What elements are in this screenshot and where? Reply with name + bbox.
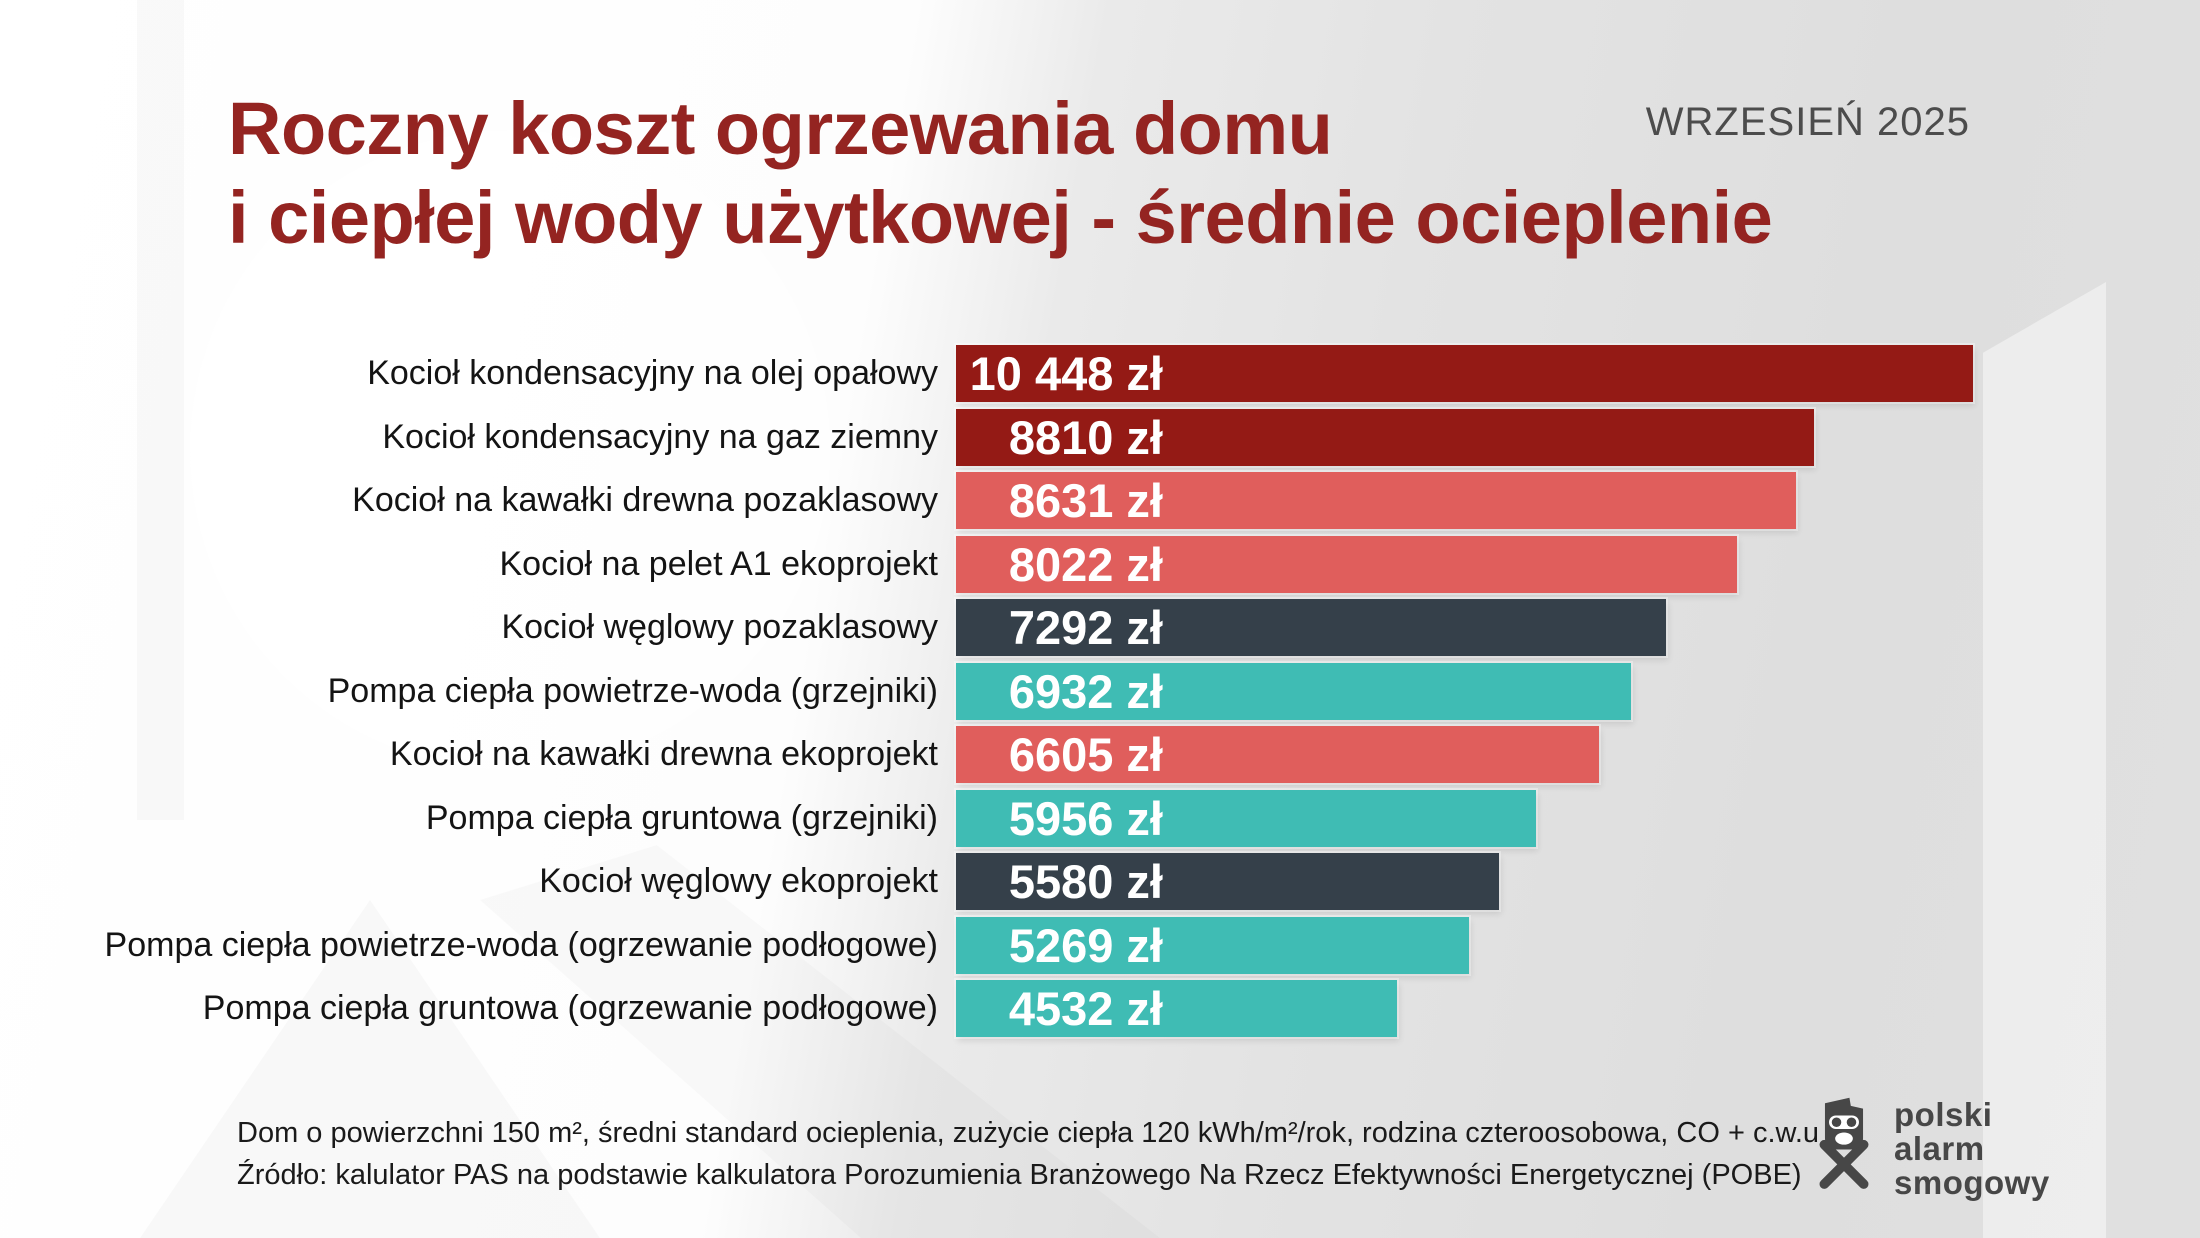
bar-track: 8810 zł [956,408,1973,466]
bar-track: 8022 zł [956,535,1973,593]
bar-track: 6932 zł [956,662,1973,720]
bar: 7292 zł [956,599,1666,656]
category-label: Kocioł węglowy ekoprojekt [539,862,938,900]
category-label: Pompa ciepła gruntowa (grzejniki) [425,798,938,837]
footnote-line2: Źródło: kalulator PAS na podstawie kalku… [237,1159,1802,1191]
bar: 6605 zł [956,726,1599,783]
category-label: Kocioł na kawałki drewna pozaklasowy [352,481,938,519]
bar-value-label: 5269 zł [1008,918,1163,972]
category-label: Kocioł kondensacyjny na olej opałowy [367,354,938,392]
page-title-line1: Roczny koszt ogrzewania domu [228,87,1333,170]
bar-value-label: 8810 zł [1008,410,1163,464]
bar-track: 8631 zł [956,472,1973,529]
chart-row: Pompa ciepła gruntowa (ogrzewanie podłog… [0,980,2200,1037]
bar-value-label: 8022 zł [1008,537,1163,591]
logo-word-3: smogowy [1894,1164,2050,1201]
category-label: Pompa ciepła powietrze-woda (grzejniki) [327,671,938,710]
bar-track: 4532 zł [956,980,1973,1037]
bar-value-label: 5956 zł [1008,791,1163,845]
bar: 8631 zł [956,472,1797,529]
bar: 4532 zł [956,980,1398,1037]
bar: 5956 zł [956,789,1536,847]
bar: 8022 zł [956,535,1737,593]
logo-wordmark: polski alarm smogowy [1894,1096,2050,1200]
page-title-line2: i ciepłej wody użytkowej - średnie ociep… [228,176,1773,259]
bar-track: 10 448 zł [956,345,1973,402]
chart-row: Pompa ciepła powietrze-woda (ogrzewanie … [0,916,2200,974]
chart-row: Kocioł kondensacyjny na gaz ziemny 8810 … [0,408,2200,466]
bar-value-label: 8631 zł [1008,474,1163,527]
bar-value-label: 4532 zł [1008,982,1163,1035]
footnote-line1: Dom o powierzchni 150 m², średni standar… [237,1117,1820,1149]
bar-track: 5269 zł [956,916,1973,974]
chart-row: Kocioł na pelet A1 ekoprojekt 8022 zł [0,535,2200,593]
chart-row: Pompa ciepła gruntowa (grzejniki) 5956 z… [0,789,2200,847]
bar: 5580 zł [956,853,1500,910]
chart-row: Kocioł na kawałki drewna pozaklasowy 863… [0,472,2200,529]
category-label: Pompa ciepła powietrze-woda (ogrzewanie … [104,925,938,964]
category-label: Kocioł na kawałki drewna ekoprojekt [389,735,938,773]
chart-row: Pompa ciepła powietrze-woda (grzejniki) … [0,662,2200,720]
bar: 10 448 zł [956,345,1973,402]
bar-chart: Kocioł kondensacyjny na olej opałowy 10 … [0,345,2200,1044]
category-label: Kocioł węglowy pozaklasowy [501,608,938,646]
category-label: Pompa ciepła gruntowa (ogrzewanie podłog… [202,989,938,1027]
chart-row: Kocioł kondensacyjny na olej opałowy 10 … [0,345,2200,402]
chart-row: Kocioł węglowy ekoprojekt 5580 zł [0,853,2200,910]
bar-track: 5956 zł [956,789,1973,847]
date-label: WRZESIEŃ 2025 [1645,100,1970,144]
chart-row: Kocioł na kawałki drewna ekoprojekt 6605… [0,726,2200,783]
bar-track: 6605 zł [956,726,1973,783]
bar-value-label: 7292 zł [1008,601,1163,654]
skull-gasmask-crossbones-icon [1819,1097,1869,1189]
footnote: Dom o powierzchni 150 m², średni standar… [237,1112,1819,1196]
logo-word-1: polski [1894,1096,1993,1133]
bar-value-label: 6932 zł [1008,664,1163,718]
bar-track: 5580 zł [956,853,1973,910]
bar-value-label: 10 448 zł [969,347,1163,400]
bar-value-label: 5580 zł [1008,855,1163,908]
bar: 6932 zł [956,662,1631,720]
logo-word-2: alarm [1894,1130,1985,1167]
bar: 5269 zł [956,916,1469,974]
page-title: Roczny koszt ogrzewania domu i ciepłej w… [228,84,1773,262]
chart-row: Kocioł węglowy pozaklasowy 7292 zł [0,599,2200,656]
bar-track: 7292 zł [956,599,1973,656]
category-label: Kocioł na pelet A1 ekoprojekt [499,544,938,583]
polski-alarm-smogowy-logo: polski alarm smogowy [1810,1096,2050,1200]
bar-value-label: 6605 zł [1008,728,1163,781]
category-label: Kocioł kondensacyjny na gaz ziemny [382,417,938,456]
bar: 8810 zł [956,408,1814,466]
